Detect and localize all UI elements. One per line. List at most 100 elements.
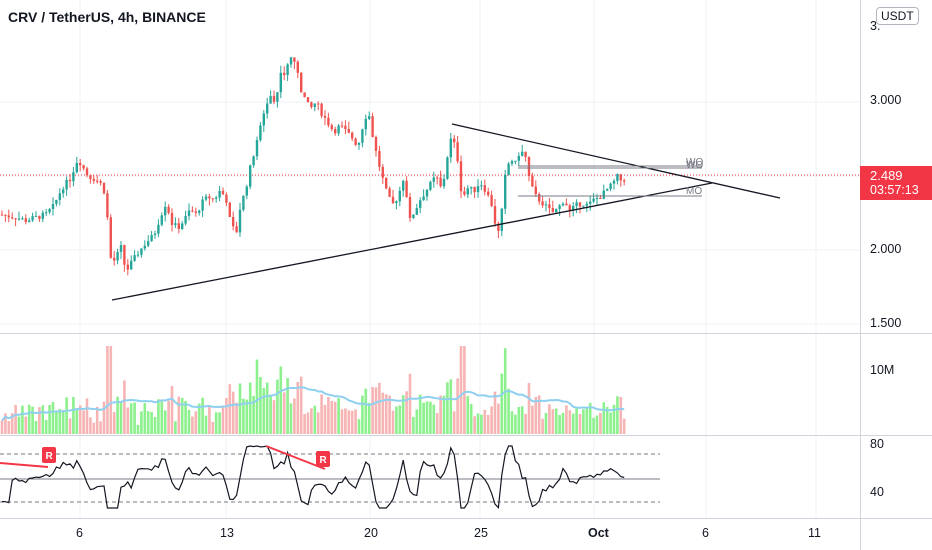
- candle-body[interactable]: [238, 209, 242, 233]
- candle-body[interactable]: [585, 203, 588, 206]
- candle-body[interactable]: [82, 165, 85, 169]
- candle-body[interactable]: [575, 202, 578, 206]
- candle-body[interactable]: [330, 125, 333, 130]
- candle-body[interactable]: [136, 254, 140, 256]
- candle-body[interactable]: [439, 177, 442, 187]
- candle-body[interactable]: [480, 185, 483, 187]
- candle-body[interactable]: [527, 157, 531, 176]
- candle-body[interactable]: [317, 103, 320, 105]
- candle-body[interactable]: [340, 125, 344, 127]
- candle-body[interactable]: [534, 186, 537, 195]
- candle-body[interactable]: [51, 203, 55, 210]
- candle-body[interactable]: [34, 215, 38, 217]
- candle-body[interactable]: [102, 182, 106, 194]
- candle-body[interactable]: [177, 223, 180, 229]
- candle-body[interactable]: [225, 194, 228, 203]
- candle-body[interactable]: [582, 205, 585, 207]
- candle-body[interactable]: [289, 57, 293, 65]
- candle-body[interactable]: [31, 216, 34, 221]
- candle-body[interactable]: [531, 175, 534, 187]
- candle-body[interactable]: [181, 223, 184, 229]
- candle-body[interactable]: [602, 190, 605, 199]
- candle-body[interactable]: [68, 179, 72, 182]
- candle-body[interactable]: [473, 186, 476, 193]
- candle-body[interactable]: [286, 64, 289, 76]
- candle-body[interactable]: [242, 195, 245, 210]
- candle-body[interactable]: [279, 72, 282, 93]
- candle-body[interactable]: [490, 195, 493, 207]
- candle-body[interactable]: [334, 129, 337, 134]
- candle-body[interactable]: [167, 206, 170, 213]
- candle-body[interactable]: [221, 190, 225, 195]
- candle-body[interactable]: [337, 125, 340, 134]
- candle-body[interactable]: [609, 183, 612, 190]
- candle-body[interactable]: [449, 138, 452, 158]
- candle-body[interactable]: [89, 175, 92, 180]
- candle-body[interactable]: [272, 95, 276, 102]
- candle-body[interactable]: [504, 174, 507, 209]
- candle-body[interactable]: [412, 214, 415, 219]
- candle-body[interactable]: [589, 201, 592, 204]
- candle-body[interactable]: [24, 218, 27, 222]
- candle-body[interactable]: [75, 162, 78, 173]
- candle-body[interactable]: [395, 201, 398, 204]
- candle-body[interactable]: [157, 224, 160, 234]
- candle-body[interactable]: [592, 198, 595, 202]
- candle-body[interactable]: [524, 151, 527, 158]
- candle-body[interactable]: [119, 245, 123, 252]
- candle-body[interactable]: [266, 103, 269, 114]
- candle-body[interactable]: [487, 191, 490, 196]
- candle-body[interactable]: [313, 103, 316, 108]
- candle-body[interactable]: [130, 260, 133, 270]
- candle-body[interactable]: [548, 204, 551, 209]
- candle-body[interactable]: [14, 218, 17, 220]
- candle-body[interactable]: [4, 214, 7, 216]
- candle-body[interactable]: [398, 190, 401, 202]
- candle-body[interactable]: [109, 217, 112, 258]
- candle-body[interactable]: [191, 210, 194, 212]
- candle-body[interactable]: [184, 215, 187, 224]
- candle-body[interactable]: [99, 181, 102, 183]
- candle-body[interactable]: [544, 204, 548, 206]
- candle-body[interactable]: [354, 138, 357, 145]
- candle-body[interactable]: [436, 177, 439, 179]
- candle-body[interactable]: [58, 193, 61, 200]
- candle-body[interactable]: [378, 150, 381, 167]
- candle-body[interactable]: [453, 138, 456, 143]
- candle-body[interactable]: [538, 194, 541, 202]
- candle-body[interactable]: [228, 202, 231, 218]
- candle-body[interactable]: [55, 199, 58, 204]
- candle-body[interactable]: [606, 189, 609, 191]
- candle-body[interactable]: [303, 92, 306, 98]
- candle-body[interactable]: [517, 155, 520, 161]
- candle-body[interactable]: [391, 196, 395, 204]
- candle-body[interactable]: [79, 162, 82, 166]
- candle-body[interactable]: [41, 212, 44, 219]
- candle-body[interactable]: [327, 117, 330, 126]
- candle-body[interactable]: [388, 188, 391, 197]
- candle-body[interactable]: [357, 142, 361, 145]
- volume-bars[interactable]: [0, 346, 626, 434]
- candle-body[interactable]: [208, 196, 211, 199]
- candle-body[interactable]: [493, 206, 497, 224]
- candle-body[interactable]: [0, 214, 4, 216]
- candle-body[interactable]: [113, 257, 116, 261]
- candle-body[interactable]: [415, 208, 418, 215]
- candle-body[interactable]: [48, 209, 51, 213]
- candle-body[interactable]: [578, 202, 582, 207]
- candle-body[interactable]: [551, 208, 554, 213]
- candle-body[interactable]: [92, 179, 95, 181]
- candle-body[interactable]: [385, 177, 388, 189]
- candle-body[interactable]: [245, 186, 248, 196]
- candle-body[interactable]: [198, 210, 201, 213]
- candle-body[interactable]: [249, 165, 252, 187]
- candle-body[interactable]: [164, 206, 167, 216]
- rsi-divergence-badge-1[interactable]: R: [42, 447, 56, 463]
- candle-body[interactable]: [521, 151, 524, 156]
- candle-body[interactable]: [140, 248, 143, 255]
- candle-body[interactable]: [143, 245, 146, 249]
- candle-body[interactable]: [466, 188, 469, 195]
- candle-body[interactable]: [17, 218, 21, 220]
- candle-body[interactable]: [405, 180, 408, 197]
